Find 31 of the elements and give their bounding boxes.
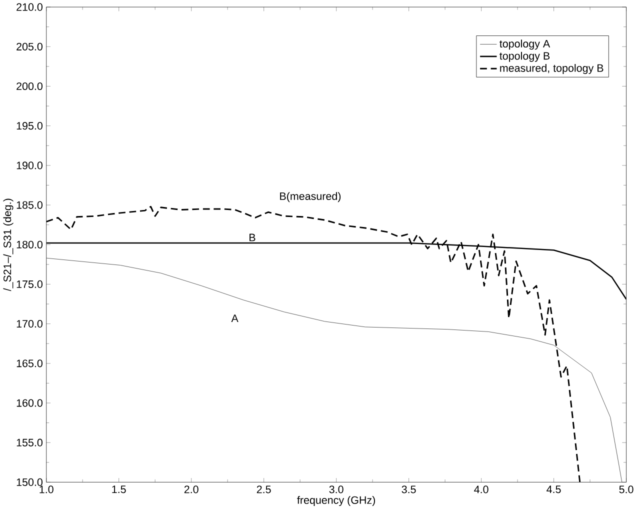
x-tick-label: 3.5 <box>402 486 416 494</box>
y-axis-title: /_S21–/_S31 (deg.) <box>3 198 14 292</box>
y-tick-label: 205.0 <box>16 42 42 50</box>
y-tick-label: 185.0 <box>16 201 42 209</box>
y-tick-label: 165.0 <box>16 359 42 368</box>
y-tick-label: 210.0 <box>16 3 42 11</box>
y-tick-label: 175.0 <box>16 280 42 288</box>
y-tick-label: 150.0 <box>16 478 42 486</box>
y-tick-label: 170.0 <box>16 320 42 328</box>
x-tick-label: 4.5 <box>546 486 561 493</box>
x-tick-label: 5.0 <box>619 486 634 494</box>
y-tick-label: 195.0 <box>16 122 42 130</box>
legend-label: topology B <box>500 52 550 62</box>
annotation: B(measured) <box>280 192 341 202</box>
y-tick-label: 190.0 <box>16 161 42 170</box>
y-tick-label: 155.0 <box>16 438 42 446</box>
y-tick-label: 180.0 <box>16 240 42 248</box>
x-axis-title: frequency (GHz) <box>297 496 376 506</box>
y-tick-label: 200.0 <box>16 82 42 90</box>
x-tick-label: 3.0 <box>329 486 344 494</box>
line-series <box>46 258 622 482</box>
x-tick-label: 2.0 <box>184 486 198 494</box>
annotation: A <box>231 314 238 322</box>
x-tick-label: 4.0 <box>474 486 488 494</box>
x-tick-label: 1.5 <box>112 486 126 493</box>
x-tick-label: 1.0 <box>40 486 54 494</box>
annotation: B <box>250 234 256 242</box>
legend-label: topology A <box>500 40 550 50</box>
y-tick-label: 160.0 <box>16 399 42 407</box>
legend-label: measured, topology B <box>500 64 604 74</box>
x-tick-label: 2.5 <box>256 486 271 494</box>
